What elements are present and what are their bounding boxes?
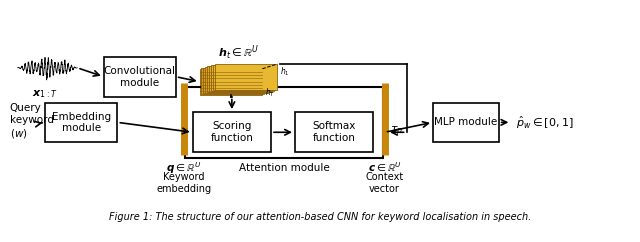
FancyBboxPatch shape — [205, 67, 268, 93]
Text: $\boldsymbol{q} \in \mathbb{R}^U$: $\boldsymbol{q} \in \mathbb{R}^U$ — [166, 160, 202, 176]
Text: Context
vector: Context vector — [365, 172, 404, 194]
FancyBboxPatch shape — [200, 69, 262, 95]
Text: $\boldsymbol{x}_{1:T}$: $\boldsymbol{x}_{1:T}$ — [31, 89, 57, 100]
FancyBboxPatch shape — [202, 68, 264, 94]
FancyBboxPatch shape — [193, 113, 271, 152]
FancyBboxPatch shape — [207, 66, 270, 92]
Text: Convolutional
module: Convolutional module — [104, 66, 175, 88]
Text: $\hat{p}_w \in [0,1]$: $\hat{p}_w \in [0,1]$ — [516, 114, 573, 130]
FancyBboxPatch shape — [209, 66, 272, 92]
Text: Keyword
embedding: Keyword embedding — [156, 172, 211, 194]
FancyBboxPatch shape — [211, 65, 273, 91]
FancyBboxPatch shape — [433, 103, 499, 142]
Text: $\tau_p$: $\tau_p$ — [390, 125, 403, 139]
Text: Scoring
function: Scoring function — [211, 121, 253, 143]
Text: Query
keyword
$(w)$: Query keyword $(w)$ — [10, 103, 54, 140]
Text: $\boldsymbol{h}_t \in \mathbb{R}^U$: $\boldsymbol{h}_t \in \mathbb{R}^U$ — [218, 44, 259, 62]
Text: Attention module: Attention module — [239, 163, 330, 173]
Text: $h_1$: $h_1$ — [280, 66, 290, 78]
FancyBboxPatch shape — [214, 64, 277, 90]
Text: Figure 1: The structure of our attention-based CNN for keyword localisation in s: Figure 1: The structure of our attention… — [109, 212, 531, 222]
Text: $\boldsymbol{c} \in \mathbb{R}^U$: $\boldsymbol{c} \in \mathbb{R}^U$ — [367, 160, 402, 174]
FancyBboxPatch shape — [204, 68, 266, 93]
FancyBboxPatch shape — [104, 57, 176, 97]
Text: Embedding
module: Embedding module — [52, 112, 111, 133]
FancyBboxPatch shape — [45, 103, 117, 142]
FancyBboxPatch shape — [212, 65, 275, 91]
Text: Softmax
function: Softmax function — [312, 121, 356, 143]
Text: $h_T$: $h_T$ — [266, 86, 276, 99]
FancyBboxPatch shape — [295, 113, 373, 152]
Text: MLP module: MLP module — [434, 117, 497, 127]
